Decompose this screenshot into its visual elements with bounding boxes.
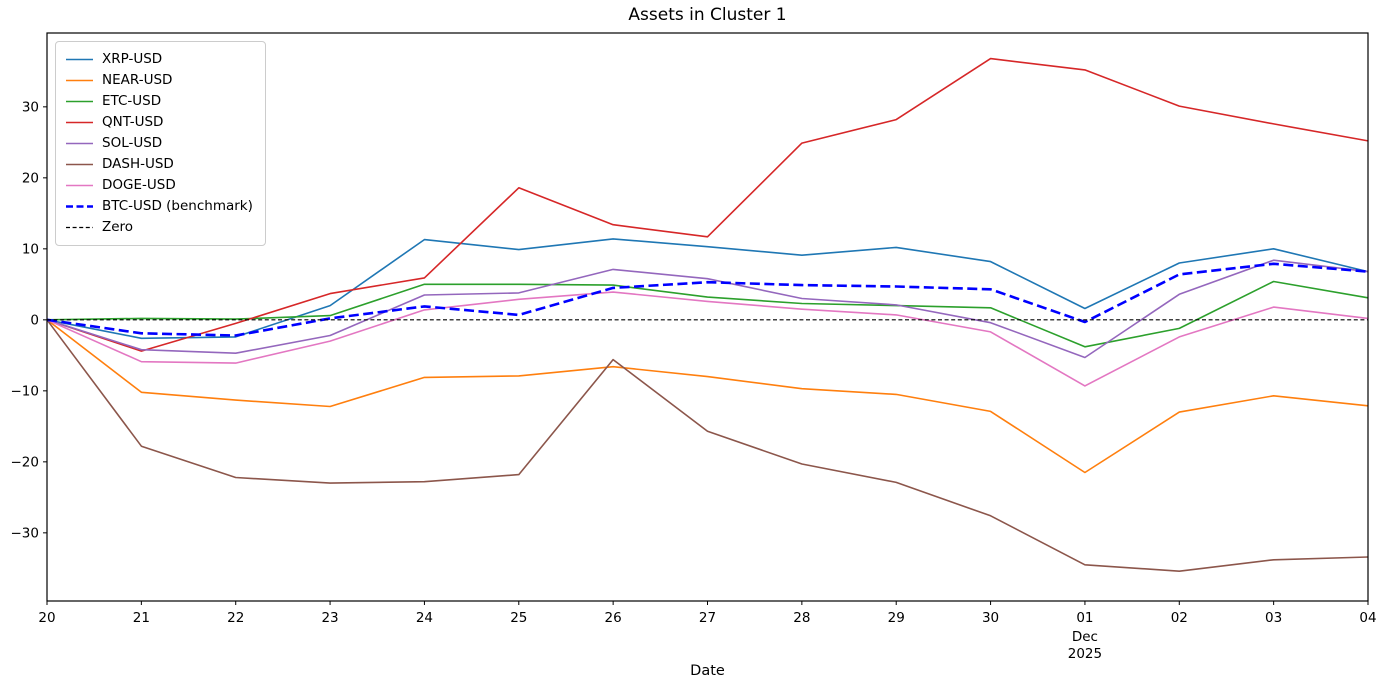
y-axis-tick-label: 10: [22, 241, 39, 257]
legend-item-label: BTC-USD (benchmark): [102, 198, 253, 214]
legend-swatch-line: [66, 184, 93, 187]
legend-item-label: DASH-USD: [102, 156, 174, 172]
series-line-near-usd: [46, 319, 1369, 474]
legend-item: DASH-USD: [66, 154, 253, 175]
x-axis-tick-label: 25: [510, 610, 527, 626]
legend-item-label: NEAR-USD: [102, 72, 173, 88]
legend-item: BTC-USD (benchmark): [66, 196, 253, 217]
x-axis-label: Date: [690, 663, 725, 679]
legend-item-label: XRP-USD: [102, 51, 163, 67]
series-line-etc-usd: [46, 280, 1369, 348]
series-line-sol-usd: [46, 259, 1369, 359]
legend-swatch-line: [66, 142, 93, 145]
y-axis-tick-label: −20: [11, 454, 40, 470]
x-axis-tick-label: 02: [1171, 610, 1188, 626]
x-axis-tick-label: 21: [133, 610, 150, 626]
legend-swatch-line: [66, 205, 93, 208]
legend-item-label: DOGE-USD: [102, 177, 176, 193]
legend: XRP-USD NEAR-USD ETC-USD QNT-USD SOL-USD DASH…: [55, 41, 266, 246]
legend-item-label: ETC-USD: [102, 93, 162, 109]
y-axis-tick-label: 30: [22, 99, 39, 115]
series-line-btc-usd-benchmark-: [46, 262, 1369, 337]
legend-swatch-line: [66, 100, 93, 103]
y-axis-tick-label: −10: [11, 383, 40, 399]
legend-item: ETC-USD: [66, 91, 253, 112]
x-axis-tick-label: 28: [793, 610, 810, 626]
legend-swatch-line: [66, 121, 93, 124]
x-axis-tick-label: 04: [1359, 610, 1376, 626]
x-axis-tick-label: 20: [38, 610, 55, 626]
x-axis-month-year-label: 2025: [1068, 646, 1102, 662]
legend-item: NEAR-USD: [66, 70, 253, 91]
legend-swatch-line: [66, 58, 93, 61]
legend-item: Zero: [66, 217, 253, 238]
legend-item-label: QNT-USD: [102, 114, 164, 130]
x-axis-tick-label: 22: [227, 610, 244, 626]
x-axis-tick-label: 26: [605, 610, 622, 626]
legend-item: QNT-USD: [66, 112, 253, 133]
legend-swatch-line: [66, 79, 93, 82]
legend-item: DOGE-USD: [66, 175, 253, 196]
x-axis-tick-label: 29: [888, 610, 905, 626]
series-line-dash-usd: [46, 319, 1369, 573]
x-axis-tick-label: 27: [699, 610, 716, 626]
series-line-doge-usd: [46, 291, 1369, 387]
x-axis-tick-label: 01: [1076, 610, 1093, 626]
chart-title: Assets in Cluster 1: [628, 5, 787, 25]
series-line-xrp-usd: [46, 238, 1369, 340]
legend-item: SOL-USD: [66, 133, 253, 154]
x-axis-tick-label: 03: [1265, 610, 1282, 626]
legend-swatch-line: [66, 226, 93, 229]
x-axis-tick-label: 30: [982, 610, 999, 626]
legend-swatch-line: [66, 163, 93, 166]
legend-item-label: Zero: [102, 219, 134, 235]
y-axis-tick-label: −30: [11, 525, 40, 541]
series-line-qnt-usd: [46, 57, 1369, 352]
plot-spines: [46, 32, 1369, 602]
legend-item: XRP-USD: [66, 49, 253, 70]
y-axis-tick-label: 20: [22, 170, 39, 186]
y-axis-tick-label: 0: [30, 312, 39, 328]
x-axis-month-year-label: Dec: [1072, 629, 1098, 645]
legend-item-label: SOL-USD: [102, 135, 163, 151]
x-axis-tick-label: 24: [416, 610, 433, 626]
x-axis-tick-label: 23: [321, 610, 338, 626]
